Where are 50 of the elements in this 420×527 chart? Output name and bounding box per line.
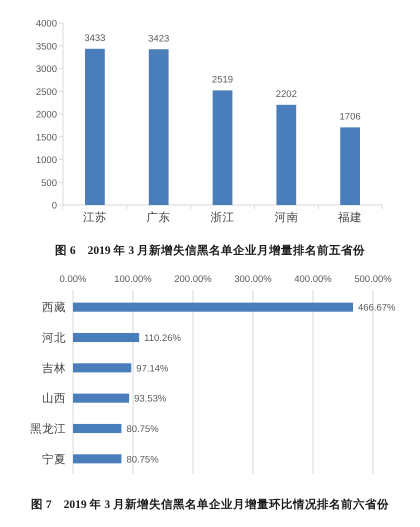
y-tick-label: 1500 bbox=[36, 132, 57, 144]
y-tick-label: 河北 bbox=[42, 332, 66, 344]
data-label: 3433 bbox=[84, 32, 106, 44]
x-tick-label: 200.00% bbox=[174, 274, 212, 285]
y-tick-label: 宁夏 bbox=[42, 452, 66, 466]
bar bbox=[212, 90, 232, 205]
y-tick-label: 黑龙江 bbox=[30, 422, 66, 436]
bar bbox=[340, 127, 360, 205]
y-tick-label: 3000 bbox=[36, 64, 57, 75]
x-tick-label: 福建 bbox=[338, 211, 362, 224]
y-tick-label: 1000 bbox=[36, 155, 57, 166]
data-label: 466.67% bbox=[358, 302, 396, 314]
bar bbox=[85, 48, 105, 205]
bar bbox=[276, 104, 296, 205]
bar bbox=[73, 424, 122, 434]
bar bbox=[73, 332, 140, 342]
y-tick-label: 2000 bbox=[36, 110, 57, 120]
y-tick-label: 山西 bbox=[42, 392, 66, 406]
data-label: 93.53% bbox=[134, 394, 167, 405]
y-tick-label: 4000 bbox=[36, 18, 57, 30]
bar bbox=[73, 394, 130, 403]
y-tick-label: 2500 bbox=[36, 86, 57, 98]
data-label: 97.14% bbox=[136, 363, 170, 374]
x-tick-label: 江苏 bbox=[82, 211, 107, 224]
y-tick-label: 500 bbox=[41, 178, 57, 189]
x-tick-label: 河南 bbox=[274, 211, 298, 224]
data-label: 2202 bbox=[276, 88, 297, 100]
data-label: 3423 bbox=[148, 33, 170, 44]
x-tick-label: 100.00% bbox=[114, 274, 152, 285]
x-tick-label: 500.00% bbox=[354, 274, 392, 285]
data-label: 110.26% bbox=[144, 333, 182, 344]
y-tick-label: 吉林 bbox=[42, 362, 66, 375]
x-tick-label: 0.00% bbox=[60, 274, 88, 285]
data-label: 80.75% bbox=[126, 454, 160, 466]
bar bbox=[73, 454, 122, 464]
bar bbox=[73, 363, 132, 372]
text: 图 7 2019 年 3 月新增失信黑名单企业月增量环比情况排名前六省份 bbox=[31, 497, 390, 511]
y-tick-label: 3500 bbox=[36, 41, 57, 52]
data-label: 2519 bbox=[212, 74, 234, 86]
x-tick-label: 300.00% bbox=[234, 274, 272, 285]
bar bbox=[73, 302, 353, 312]
y-tick-label: 0 bbox=[52, 200, 57, 212]
text: 图 6 2019 年 3 月新增失信黑名单企业月增量排名前五省份 bbox=[55, 243, 366, 257]
bar bbox=[148, 49, 169, 205]
x-tick-label: 浙江 bbox=[210, 211, 234, 224]
x-tick-label: 400.00% bbox=[294, 274, 332, 285]
x-tick-label: 广东 bbox=[146, 210, 171, 224]
data-label: 80.75% bbox=[126, 424, 160, 435]
data-label: 1706 bbox=[340, 111, 361, 122]
y-tick-label: 西藏 bbox=[42, 301, 66, 314]
